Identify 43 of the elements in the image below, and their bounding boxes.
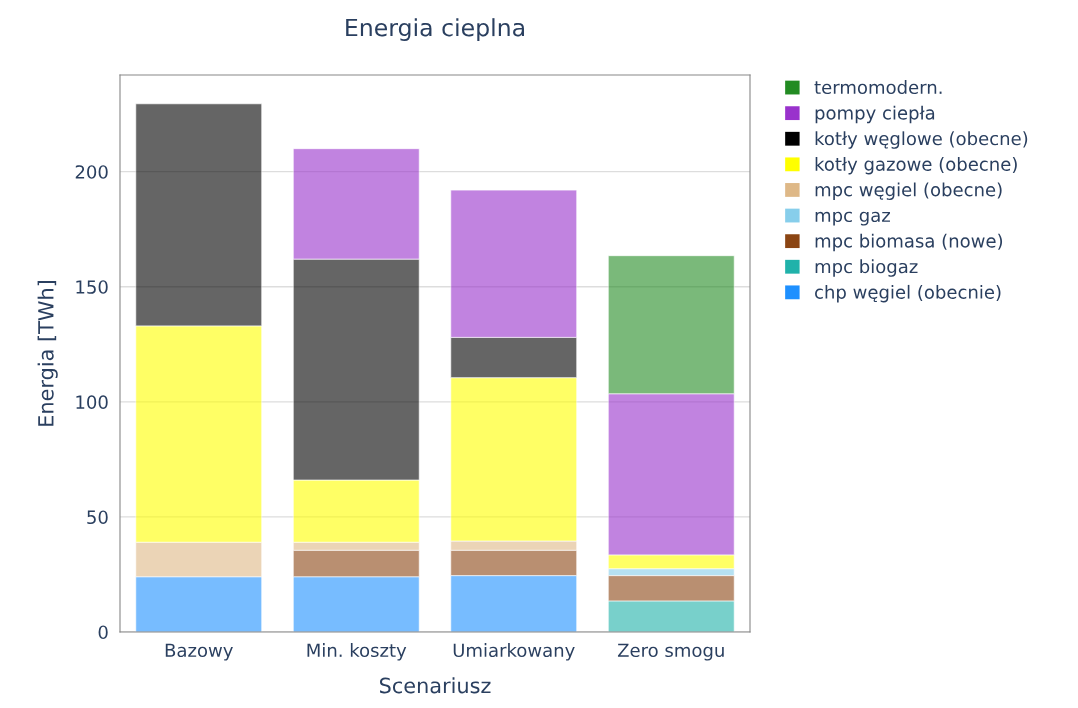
bar <box>292 549 420 578</box>
bar <box>450 189 578 338</box>
x-tick-label: Min. koszty <box>307 643 407 661</box>
bar <box>292 258 420 481</box>
y-tick-label: 0 <box>98 625 108 640</box>
bar <box>450 575 578 632</box>
bar <box>135 325 263 543</box>
bar <box>450 377 578 542</box>
y-tick-label: 200 <box>75 165 108 179</box>
legend-label: mpc węgiel (obecne) <box>815 182 1002 200</box>
legend-label: mpc biomasa (nowe) <box>815 233 1003 252</box>
bar <box>135 103 263 327</box>
y-axis-title: Energia [TWh] <box>37 281 58 426</box>
bar <box>292 576 420 632</box>
legend-label: chp węgiel (obecnie) <box>815 284 1001 303</box>
bar <box>450 540 578 551</box>
bar <box>450 337 578 379</box>
bar <box>607 554 735 570</box>
bar <box>292 541 420 551</box>
chart-title: Energia cieplna <box>346 18 524 42</box>
bar <box>607 600 735 632</box>
y-tick-label: 50 <box>87 510 108 525</box>
legend-label: kotły gazowe (obecne) <box>815 156 1017 175</box>
legend-label: mpc gaz <box>815 211 890 226</box>
legend-label: pompy ciepła <box>815 105 935 124</box>
x-tick-label: Zero smogu <box>617 643 724 661</box>
x-axis-title: Scenariusz <box>379 677 491 694</box>
bar <box>292 148 420 260</box>
y-tick-label: 150 <box>76 280 108 294</box>
bar <box>607 568 735 576</box>
y-tick-label: 100 <box>76 395 108 409</box>
bar <box>607 575 735 602</box>
x-tick-label: Umiarkowany <box>453 643 575 661</box>
legend-label: mpc biogaz <box>815 259 918 277</box>
bar <box>450 549 578 576</box>
bar <box>135 541 263 578</box>
bar <box>292 479 420 543</box>
legend-label: kotły węglowe (obecne) <box>815 131 1028 149</box>
x-tick-label: Bazowy <box>165 643 233 661</box>
bar <box>607 255 735 395</box>
legend-label: termomodern. <box>814 80 942 95</box>
bar <box>135 576 263 632</box>
bar <box>607 393 735 556</box>
